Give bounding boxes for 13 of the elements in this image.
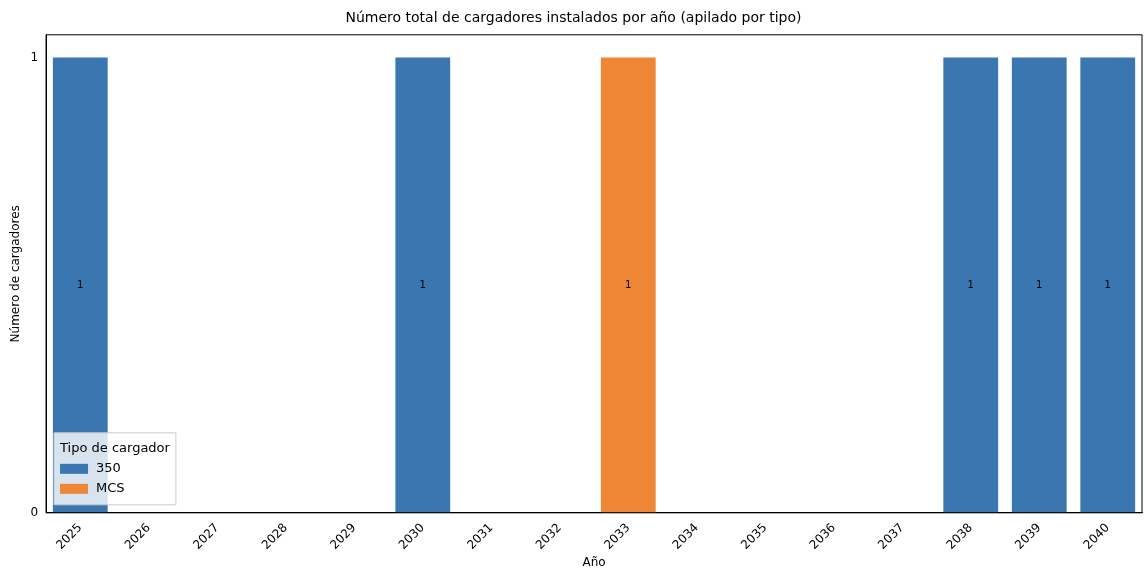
chart-title: Número total de cargadores instalados por año (apilado por tipo): [345, 9, 802, 26]
data-label: 1: [77, 278, 84, 290]
y-tick-label: 0: [30, 504, 39, 519]
y-axis-title: Número de cargadores: [8, 205, 23, 343]
x-axis-title: Año: [582, 554, 606, 569]
data-label: 1: [625, 278, 632, 290]
legend-label: MCS: [96, 480, 125, 496]
legend-title: Tipo de cargador: [59, 440, 171, 456]
legend-label: 350: [96, 460, 121, 476]
data-label: 1: [419, 278, 426, 290]
data-label: 1: [1104, 278, 1111, 290]
data-label: 1: [1036, 278, 1043, 290]
data-label: 1: [967, 278, 974, 290]
